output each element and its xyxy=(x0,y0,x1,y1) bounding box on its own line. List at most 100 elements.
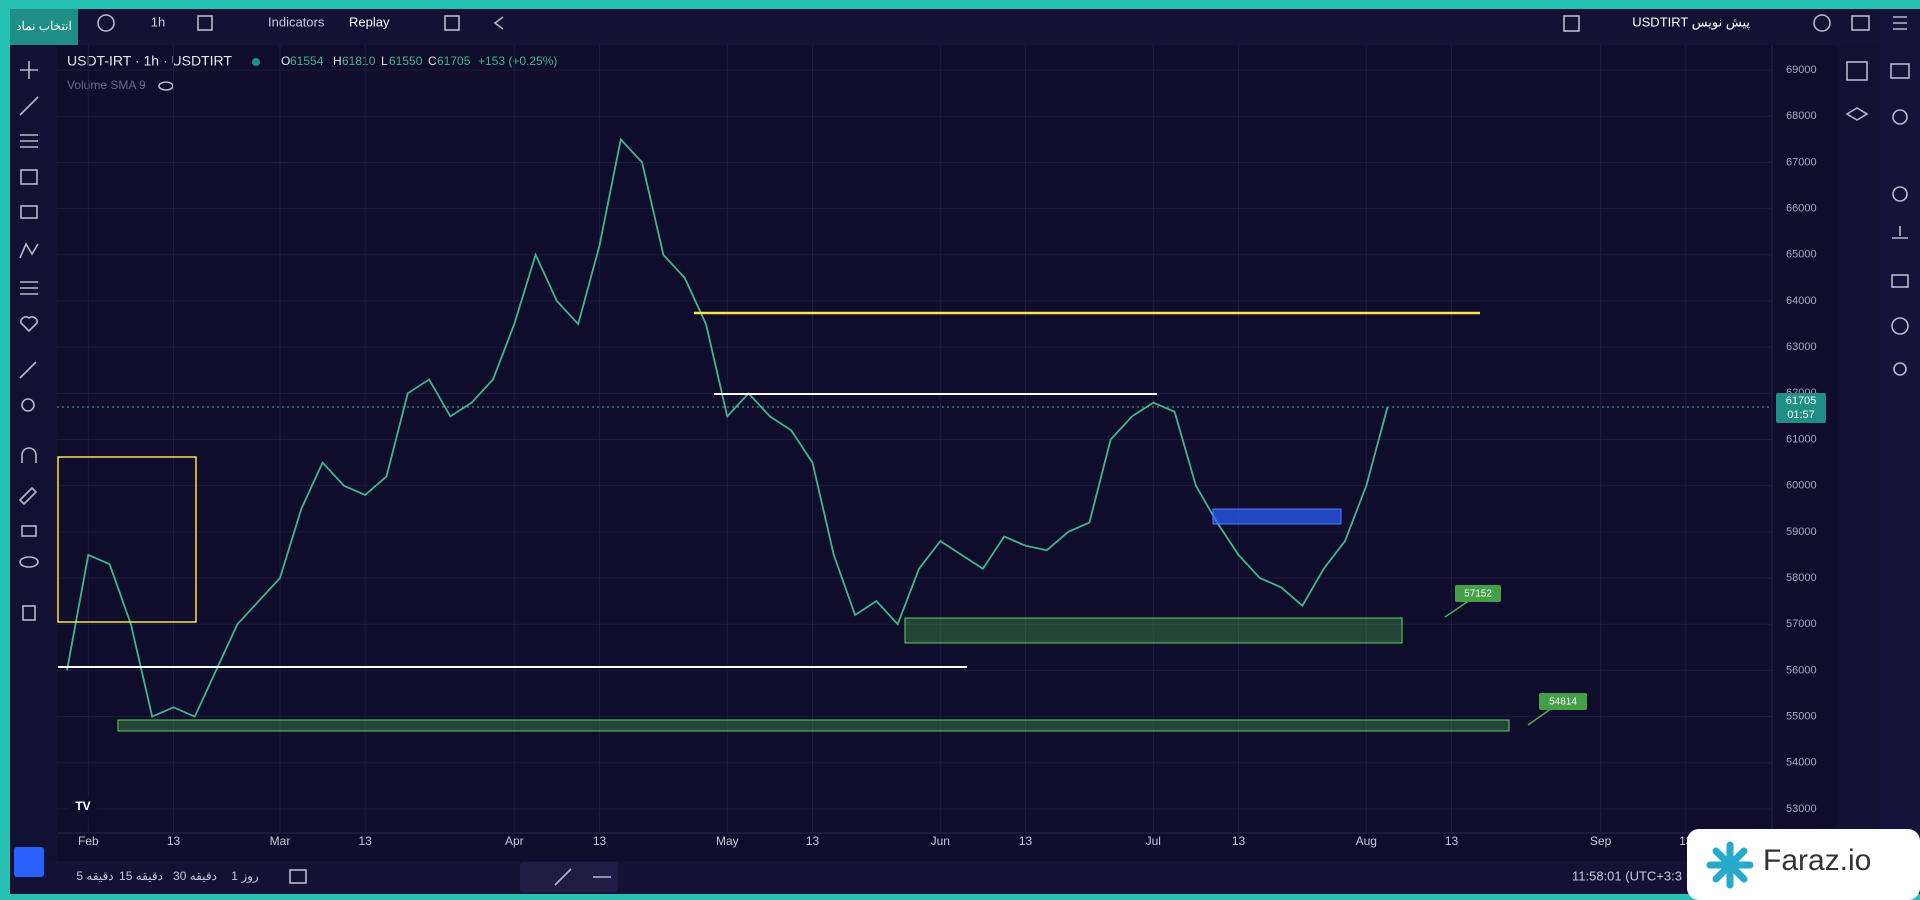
y-tick-label: 55000 xyxy=(1786,710,1817,722)
right-tools xyxy=(1845,61,1910,376)
favorites-button[interactable] xyxy=(14,847,44,877)
fullscreen-icon[interactable] xyxy=(1563,15,1580,32)
shape-tool[interactable] xyxy=(20,169,38,185)
alert-icon[interactable] xyxy=(1892,109,1908,125)
price-line xyxy=(66,137,1389,718)
ohlc-value: 61810 xyxy=(342,54,376,68)
callout-label: 54814 xyxy=(1549,697,1577,708)
drawings: 57152 54814 xyxy=(57,311,1587,732)
trendline-tool[interactable] xyxy=(19,96,39,116)
y-tick-label: 69000 xyxy=(1786,64,1817,76)
fib-tool[interactable] xyxy=(20,134,38,148)
crosshair-tool[interactable] xyxy=(20,61,38,79)
interval-buttons: 5 دقیقه 15 دقیقه 30 دقیقه 1 روز xyxy=(76,869,259,883)
y-tick-label: 61000 xyxy=(1786,433,1817,445)
drawing-tools xyxy=(14,61,44,877)
tool-column xyxy=(1837,45,1880,861)
brand-name: Faraz.io xyxy=(1763,844,1871,877)
x-tick-label: Mar xyxy=(270,834,291,848)
layers-icon[interactable] xyxy=(1845,107,1869,121)
change: +153 (+0.25%) xyxy=(478,54,557,68)
y-tick-label: 68000 xyxy=(1786,110,1817,122)
y-tick-label: 67000 xyxy=(1786,156,1817,168)
countdown: 01:57 xyxy=(1787,409,1815,421)
ohlc-value: 61550 xyxy=(389,54,423,68)
zoom-tool[interactable] xyxy=(21,398,35,412)
forecast-tool[interactable] xyxy=(20,281,38,295)
chart-type-icon[interactable] xyxy=(197,15,213,31)
y-tick-label: 53000 xyxy=(1786,803,1817,815)
price-tag-value: 61705 xyxy=(1786,395,1817,407)
menu-icon[interactable] xyxy=(1893,16,1907,30)
callout-pointer xyxy=(1444,599,1471,618)
interval-button[interactable]: 5 دقیقه xyxy=(76,869,113,883)
favorite-tool[interactable] xyxy=(20,316,38,333)
indicators-button[interactable]: Indicators xyxy=(268,14,325,29)
symbol-button-label[interactable]: انتخاب نماد xyxy=(16,19,72,33)
gear-icon[interactable] xyxy=(1892,186,1908,202)
demand-zone xyxy=(117,719,1510,732)
profile-icon[interactable] xyxy=(1891,317,1909,335)
ohlc-label: O xyxy=(281,54,290,68)
undo-icon[interactable] xyxy=(493,16,504,30)
symbol-button[interactable] xyxy=(10,9,78,45)
x-tick-label: Sep xyxy=(1590,834,1612,848)
visibility-tool[interactable] xyxy=(19,556,39,568)
pattern-tool[interactable] xyxy=(19,242,39,259)
x-tick-label: 13 xyxy=(359,834,373,848)
price-chart: 53000 54000 55000 56000 57000 58000 59000 60000… xyxy=(57,45,1826,848)
draft-label[interactable]: USDTIRT پیش نویس xyxy=(1632,14,1750,30)
interval-button[interactable]: 1h xyxy=(151,14,165,29)
left-toolbar xyxy=(10,45,57,861)
y-tick-label: 63000 xyxy=(1786,341,1817,353)
brand-mark xyxy=(1706,841,1754,889)
x-tick-label: 13 xyxy=(1445,834,1459,848)
magnet-tool[interactable] xyxy=(21,447,37,463)
y-tick-label: 57000 xyxy=(1786,618,1817,630)
interval-button[interactable]: 1 روز xyxy=(231,869,259,883)
x-tick-label: May xyxy=(716,834,739,848)
y-tick-label: 54000 xyxy=(1786,757,1817,769)
x-tick-label: 13 xyxy=(1232,834,1246,848)
y-tick-label: 65000 xyxy=(1786,249,1817,261)
x-tick-label: Aug xyxy=(1356,834,1377,848)
bottom-bar xyxy=(10,861,1920,894)
replay-button[interactable]: Replay xyxy=(349,14,390,29)
x-tick-label: 13 xyxy=(806,834,820,848)
shortcut-icons[interactable] xyxy=(554,868,611,886)
chart-icon[interactable] xyxy=(1890,63,1910,79)
interval-button[interactable]: 30 دقیقه xyxy=(173,869,217,883)
interval-button[interactable]: 15 دقیقه xyxy=(119,869,163,883)
ohlc-label: C xyxy=(428,54,437,68)
drawing-shortcuts xyxy=(520,862,618,892)
callout-box xyxy=(1539,693,1587,710)
trash-tool[interactable] xyxy=(22,605,36,621)
y-tick-label: 60000 xyxy=(1786,480,1817,492)
legend-title: USDT-IRT · 1h · USDTIRT xyxy=(67,53,232,69)
lock-tool[interactable] xyxy=(21,525,37,537)
download-icon[interactable] xyxy=(1892,226,1908,239)
indicator-label: Volume SMA 9 xyxy=(67,78,146,92)
price-tag xyxy=(1776,392,1826,423)
tv-logo xyxy=(69,797,97,817)
y-tick-label: 64000 xyxy=(1786,295,1817,307)
ruler-tool[interactable] xyxy=(19,361,37,379)
demand-zone xyxy=(904,617,1403,644)
date-range-icon[interactable] xyxy=(289,869,307,884)
add-icon[interactable] xyxy=(97,14,115,32)
pencil-tool[interactable] xyxy=(18,486,38,506)
watchlist-icon[interactable] xyxy=(1846,61,1868,81)
top-bar xyxy=(10,9,1920,45)
supply-zone xyxy=(1212,508,1342,525)
ohlc-value: 61554 xyxy=(290,54,324,68)
snapshot-icon[interactable] xyxy=(1851,15,1870,31)
share-icon[interactable] xyxy=(1893,362,1907,376)
card-icon[interactable] xyxy=(1891,274,1909,288)
settings-icon[interactable] xyxy=(1813,14,1831,32)
y-tick-label: 59000 xyxy=(1786,526,1817,538)
y-tick-label: 66000 xyxy=(1786,203,1817,215)
layout-icon[interactable] xyxy=(444,15,460,31)
yellow-box xyxy=(57,456,197,623)
text-tool[interactable] xyxy=(20,205,38,219)
